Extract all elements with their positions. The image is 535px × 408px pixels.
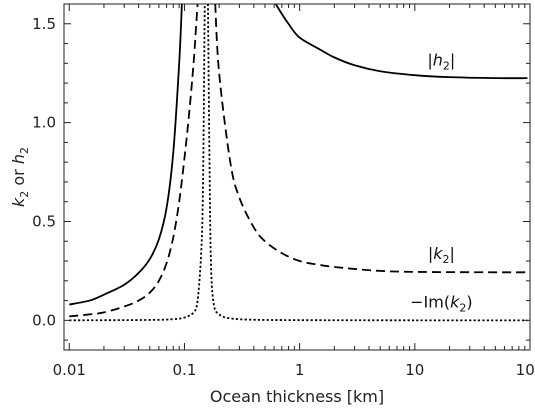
dashed-series-line [69,4,199,318]
y-tick-label: 0.5 [32,212,56,230]
solid-series-line [274,4,528,80]
x-axis-title: Ocean thickness [km] [210,387,384,406]
x-tick-label: 0.01 [53,361,86,379]
solid-series-line [69,4,183,306]
y-tick-label: 1.5 [32,15,56,33]
y-axis-title: k2 or h2 [9,147,31,207]
series-label: |h2| [427,50,455,72]
series-label: −Im(k2) [410,292,472,314]
x-tick-label: 1 [295,361,305,379]
plot-frame [63,3,531,351]
y-tick-label: 0.0 [32,311,56,329]
plot-area [69,4,528,322]
dashed-series-line [214,4,528,274]
x-tick-label: 10 [405,361,424,379]
y-tick-label: 1.0 [32,114,56,132]
x-tick-label: 100 [516,361,535,379]
dotted-series-line [69,4,206,322]
series-labels: |h2| |k2| −Im(k2) [410,50,472,314]
x-tick-label: 0.1 [173,361,197,379]
x-axis: 0.01 0.1 1 10 100 [53,4,535,379]
dotted-series-line [207,4,528,322]
y-axis: 0.0 0.5 1.0 1.5 [32,3,530,341]
series-label: |k2| [428,244,455,266]
